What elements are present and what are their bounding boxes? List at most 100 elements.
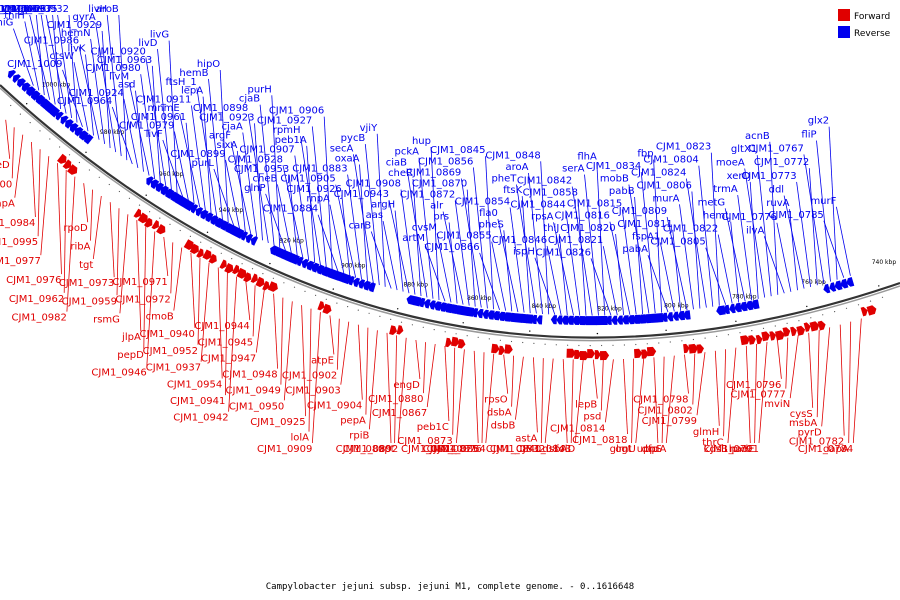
forward-gene-arrow (600, 351, 610, 361)
reverse-gene-arrow (65, 119, 74, 129)
reverse-gene-label: CJM1_0908 (346, 179, 401, 190)
leader-line (596, 162, 606, 316)
reverse-gene-label: murF (810, 196, 836, 207)
leader-line (66, 176, 76, 312)
forward-gene-arrow (803, 322, 811, 332)
forward-gene-arrow (594, 350, 601, 360)
legend-forward-label: Forward (854, 12, 890, 22)
forward-gene-label: CJM1_0972 (115, 294, 170, 305)
leader-line (424, 244, 446, 302)
reverse-gene-label: CJM1_0905 (280, 174, 335, 185)
reverse-gene-label: CJM1_0815 (567, 198, 622, 209)
leader-line (754, 343, 757, 444)
reverse-gene-label: CJM1_0935 (2, 4, 57, 15)
leader-line (456, 349, 465, 444)
reverse-gene-label: prs (433, 212, 449, 223)
minor-tick (681, 340, 683, 342)
reverse-gene-arrow (270, 245, 280, 256)
reverse-gene-label: gyrA (72, 12, 95, 23)
reverse-gene-label: CJM1_0823 (656, 142, 711, 153)
reverse-gene-label: pycB (341, 133, 366, 144)
minor-tick (220, 252, 222, 254)
forward-gene-label: CJM1_0973 (59, 278, 114, 289)
leader-line (311, 126, 327, 268)
reverse-gene-arrow (556, 315, 563, 325)
forward-gene-label: CJM1_0840 (486, 444, 541, 455)
reverse-gene-label: trmA (713, 184, 738, 195)
forward-gene-arrow (866, 305, 877, 316)
forward-gene-label: CJM1_0802 (637, 406, 692, 417)
leader-line (312, 312, 321, 444)
minor-tick (159, 217, 161, 219)
minor-tick (444, 331, 446, 333)
reverse-gene-track (7, 70, 855, 326)
reverse-gene-arrow (245, 233, 254, 244)
forward-gene-label: CJM1_0880 (368, 394, 423, 405)
leader-line (724, 208, 746, 302)
minor-tick (433, 329, 435, 331)
forward-gene-arrow (498, 345, 505, 355)
forward-gene-label: lepB (575, 400, 597, 411)
reverse-gene-label: gltX1 (731, 144, 757, 155)
leader-line (503, 354, 509, 394)
leader-line (106, 15, 122, 157)
reverse-gene-arrow (155, 182, 165, 193)
minor-tick (786, 322, 788, 324)
minor-tick (522, 341, 524, 344)
forward-gene-label: cysS (790, 409, 813, 420)
leader-line (848, 321, 852, 444)
reverse-gene-label: CJM1_0826 (536, 247, 591, 258)
leader-line (565, 210, 581, 316)
minor-tick (488, 338, 490, 340)
reverse-gene-arrow (35, 94, 46, 105)
legend-reverse-label: Reverse (854, 29, 891, 39)
minor-tick (727, 334, 730, 336)
reverse-gene-label: CJM1_0923 (199, 112, 254, 123)
leader-line (336, 318, 340, 370)
leader-line (714, 350, 720, 426)
minor-tick (368, 312, 370, 314)
leader-line (245, 281, 251, 321)
reverse-gene-arrow (502, 312, 512, 322)
leader-line (415, 339, 421, 380)
minor-tick (210, 247, 212, 249)
leader-line (665, 355, 675, 444)
minor-tick (822, 314, 824, 316)
leader-line (40, 156, 50, 256)
leader-line (162, 139, 184, 198)
reverse-gene-arrow (611, 315, 618, 325)
forward-gene-label: pepA (340, 416, 366, 427)
reverse-gene-label: artM (402, 233, 425, 244)
leader-line (485, 353, 495, 444)
forward-gene-label: CJM1_0995 (0, 237, 38, 248)
reverse-gene-label: CJM1_0855 (436, 231, 491, 242)
leader-line (574, 359, 584, 444)
reverse-gene-arrow (476, 308, 484, 319)
reverse-gene-label: metG (698, 197, 726, 208)
forward-gene-label: ribA (70, 242, 90, 253)
reverse-gene-label: CJM1_0883 (292, 164, 347, 175)
forward-gene-arrow (62, 159, 72, 169)
leader-line (570, 359, 574, 444)
leader-line (259, 104, 275, 246)
reverse-gene-arrow (74, 127, 84, 137)
reverse-gene-label: murA (652, 193, 679, 204)
reverse-gene-label: CJM1_0920 (91, 47, 146, 58)
reverse-gene-arrow (492, 311, 500, 321)
minor-tick (49, 138, 51, 140)
forward-gene-label: rsmG (93, 314, 120, 325)
forward-gene-label: CJM1_0977 (0, 256, 41, 267)
reverse-gene-arrow (637, 314, 647, 324)
leader-line (730, 221, 740, 303)
reverse-gene-label: thiH (4, 10, 25, 21)
reverse-gene-arrow (30, 90, 41, 101)
forward-gene-arrow (748, 335, 756, 345)
reverse-gene-label: glx2 (808, 116, 829, 127)
reverse-gene-label: peb1A (275, 135, 307, 146)
forward-gene-label: CJM1_0942 (173, 413, 228, 424)
leader-line (13, 28, 34, 86)
reverse-gene-arrow (79, 130, 89, 141)
reverse-gene-arrow (7, 70, 17, 79)
leader-line (73, 62, 89, 132)
reverse-gene-label: CJM1_0834 (586, 161, 641, 172)
